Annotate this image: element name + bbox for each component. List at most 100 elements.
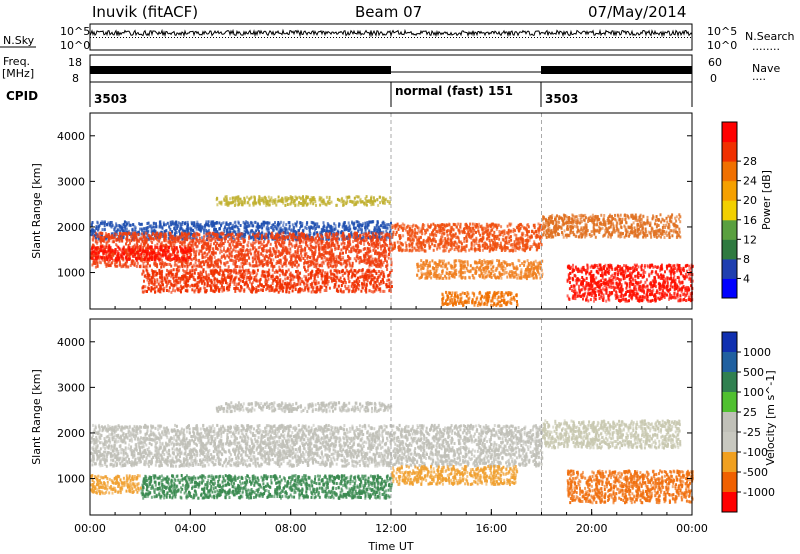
cpid-row: CPID 3503 normal (fast) 151 3503 <box>6 82 693 107</box>
velocity-band-0 <box>90 423 544 468</box>
velocity-colorbar-swatch <box>722 372 737 393</box>
power-band-3 <box>141 268 393 294</box>
nsearch-label: N.Search <box>745 30 795 43</box>
noise-tick-low: 10^0 <box>60 39 90 52</box>
nsky-label: N.Sky <box>3 34 35 47</box>
power-band-9 <box>215 195 392 208</box>
power-colorbar-swatch <box>722 122 737 143</box>
power-ytick-label: 2000 <box>57 221 85 234</box>
velocity-band-3 <box>391 464 519 487</box>
power-colorbar-tick: 16 <box>743 214 757 227</box>
power-heatmap <box>90 113 694 309</box>
velocity-colorbar-tick: -25 <box>743 426 761 439</box>
velocity-colorbar-tick: -1000 <box>743 486 775 499</box>
power-colorbar-swatch <box>722 161 737 182</box>
power-band-8 <box>566 263 694 303</box>
velocity-colorbar-swatch <box>722 492 737 513</box>
power-band-4 <box>391 222 544 253</box>
nave-tick-low: 0 <box>710 72 717 85</box>
power-colorbar-swatch <box>722 239 737 260</box>
velocity-band-1 <box>140 474 393 500</box>
power-colorbar-tick: 20 <box>743 194 757 207</box>
power-ytick-label: 4000 <box>57 130 85 143</box>
nave-legend: .... <box>752 70 766 83</box>
velocity-band-2 <box>90 474 142 496</box>
power-colorbar-tick: 12 <box>743 233 757 246</box>
power-colorbar-swatch <box>722 200 737 221</box>
velocity-colorbar-swatch <box>722 452 737 473</box>
velocity-colorbar-tick: -500 <box>743 466 768 479</box>
cpid-segment-3: 3503 <box>545 92 578 106</box>
freq-label: Freq. <box>3 55 30 68</box>
noise-tick-low-right: 10^0 <box>707 39 737 52</box>
freq-panel: Freq. [MHz] 18 8 60 0 Nave .... <box>2 54 780 85</box>
velocity-xtick-label: 12:00 <box>375 522 407 535</box>
nsearch-legend: ........ <box>752 40 780 53</box>
date-title: 07/May/2014 <box>588 3 686 21</box>
noise-tick-high: 10^5 <box>60 25 90 38</box>
noise-trace <box>89 28 693 38</box>
velocity-ytick-label: 2000 <box>57 427 85 440</box>
power-colorbar-swatch <box>722 258 737 279</box>
velocity-colorbar-swatch <box>722 332 737 353</box>
velocity-band-4 <box>541 419 682 450</box>
velocity-colorbar-tick: 25 <box>743 406 757 419</box>
velocity-band-5 <box>566 469 694 505</box>
freq-trace <box>90 66 692 74</box>
velocity-colorbar-tick: 100 <box>743 386 764 399</box>
velocity-colorbar-label: Velocity [m s^-1] <box>764 370 777 465</box>
station-title: Inuvik (fitACF) <box>92 3 198 21</box>
velocity-heatmap <box>90 319 694 515</box>
velocity-ytick-label: 1000 <box>57 473 85 486</box>
velocity-colorbar-swatch <box>722 392 737 413</box>
power-band-6 <box>441 290 519 308</box>
freq-unit: [MHz] <box>2 67 34 80</box>
velocity-band-6 <box>215 401 393 414</box>
power-colorbar-swatch <box>722 141 737 162</box>
velocity-ytick-label: 3000 <box>57 381 85 394</box>
beam-title: Beam 07 <box>355 3 422 21</box>
power-ylabel: Slant Range [km] <box>30 163 43 259</box>
velocity-colorbar-tick: 500 <box>743 366 764 379</box>
velocity-xtick-label: 20:00 <box>576 522 608 535</box>
velocity-colorbar-swatch <box>722 472 737 493</box>
power-colorbar: 4 8 12 16 20 24 28 <box>721 121 757 299</box>
velocity-colorbar-swatch <box>722 352 737 373</box>
velocity-colorbar: 1000 500 100 25 -25 -100 -500 -1000 <box>721 331 775 513</box>
velocity-xtick-label: 16:00 <box>475 522 507 535</box>
velocity-colorbar-tick: 1000 <box>743 346 771 359</box>
velocity-xlabel: Time UT <box>367 540 413 553</box>
power-colorbar-tick: 28 <box>743 155 757 168</box>
nave-tick-high: 60 <box>708 56 722 69</box>
velocity-colorbar-tick: -100 <box>743 446 768 459</box>
power-band-1 <box>90 231 393 269</box>
velocity-colorbar-swatch <box>722 412 737 433</box>
power-colorbar-tick: 4 <box>743 272 750 285</box>
velocity-xtick-label: 08:00 <box>275 522 307 535</box>
power-colorbar-label: Power [dB] <box>760 170 773 230</box>
velocity-ylabel: Slant Range [km] <box>30 369 43 465</box>
noise-panel: N.Sky 10^5 10^0 10^5 10^0 N.Search .....… <box>0 23 795 53</box>
velocity-xtick-label: 04:00 <box>174 522 206 535</box>
velocity-xtick-label: 00:00 <box>676 522 708 535</box>
cpid-label: CPID <box>6 89 38 103</box>
freq-tick-high: 18 <box>68 56 82 69</box>
power-band-2 <box>90 245 193 262</box>
noise-tick-high-right: 10^5 <box>707 25 737 38</box>
velocity-ytick-label: 4000 <box>57 336 85 349</box>
freq-tick-low: 8 <box>72 72 79 85</box>
nave-label: Nave <box>752 62 780 75</box>
cpid-segment-2: normal (fast) 151 <box>395 84 513 98</box>
power-colorbar-swatch <box>722 180 737 201</box>
power-colorbar-swatch <box>722 219 737 240</box>
power-band-5 <box>416 258 544 281</box>
velocity-colorbar-swatch <box>722 432 737 453</box>
velocity-xtick-label: 00:00 <box>74 522 106 535</box>
power-colorbar-tick: 8 <box>743 253 750 266</box>
power-panel: 1000 2000 3000 4000 Slant Range [km] 4 8 12 16… <box>30 112 773 310</box>
power-colorbar-tick: 24 <box>743 175 757 188</box>
power-band-7 <box>541 213 682 239</box>
cpid-segment-1: 3503 <box>94 92 127 106</box>
power-colorbar-swatch <box>722 278 737 299</box>
